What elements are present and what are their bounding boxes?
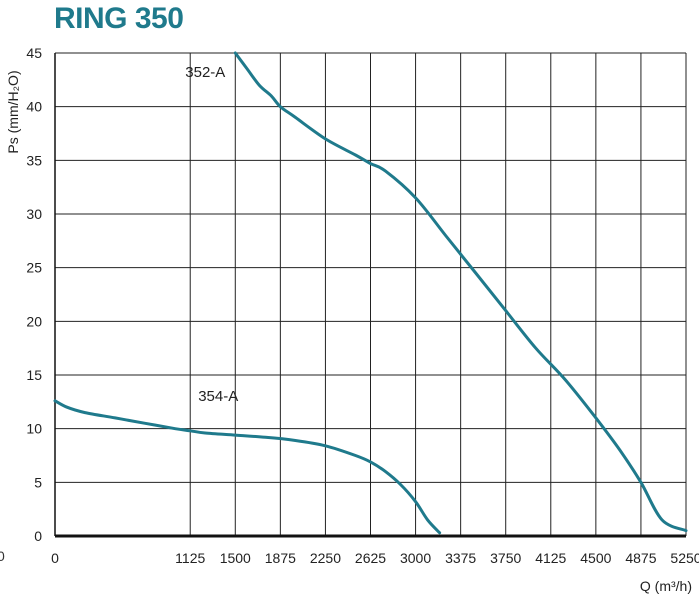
y-tick-label: 20 <box>26 313 42 329</box>
x-tick-label: 3000 <box>400 550 431 566</box>
y-axis-label: Ps (mm/H₂O) <box>5 70 21 153</box>
y-tick-label: 15 <box>26 367 42 383</box>
y-tick-labels: 0 5 10 15 20 25 30 35 40 45 <box>26 45 42 544</box>
x-tick-label: 4125 <box>535 550 566 566</box>
x-tick-label: 1125 <box>175 550 205 566</box>
x-tick-label: 2250 <box>310 550 341 566</box>
stray-tick-label: 0 <box>0 548 5 564</box>
series-label: 352-A <box>185 64 225 81</box>
x-axis-label: Q (m³/h) <box>640 578 692 594</box>
y-tick-label: 10 <box>26 421 42 437</box>
x-tick-label: 0 <box>51 550 59 566</box>
x-tick-label: 4875 <box>625 550 656 566</box>
series: 352-A 354-A <box>53 51 688 535</box>
x-tick-label: 1875 <box>265 550 296 566</box>
y-tick-label: 45 <box>26 45 42 61</box>
y-tick-label: 40 <box>26 99 42 115</box>
y-tick-label: 35 <box>26 152 42 168</box>
axes <box>54 53 686 538</box>
y-tick-label: 30 <box>26 206 42 222</box>
chart-title: RING 350 <box>54 2 184 35</box>
y-tick-label: 25 <box>26 260 42 276</box>
grid <box>54 52 687 536</box>
x-tick-label: 5250 <box>670 550 699 566</box>
x-tick-label: 2625 <box>355 550 386 566</box>
series-line-354-a <box>53 399 442 535</box>
x-tick-labels: 0 1125 1500 1875 2250 2625 3000 3375 3750 4125 450… <box>51 550 699 566</box>
x-tick-label: 3375 <box>445 550 476 566</box>
y-tick-label: 5 <box>34 474 42 490</box>
x-tick-label: 4500 <box>580 550 611 566</box>
series-label: 354-A <box>198 388 238 405</box>
x-tick-label: 1500 <box>220 550 251 566</box>
y-tick-label: 0 <box>34 528 42 544</box>
x-tick-label: 3750 <box>490 550 521 566</box>
series-line-352-a <box>233 51 688 533</box>
